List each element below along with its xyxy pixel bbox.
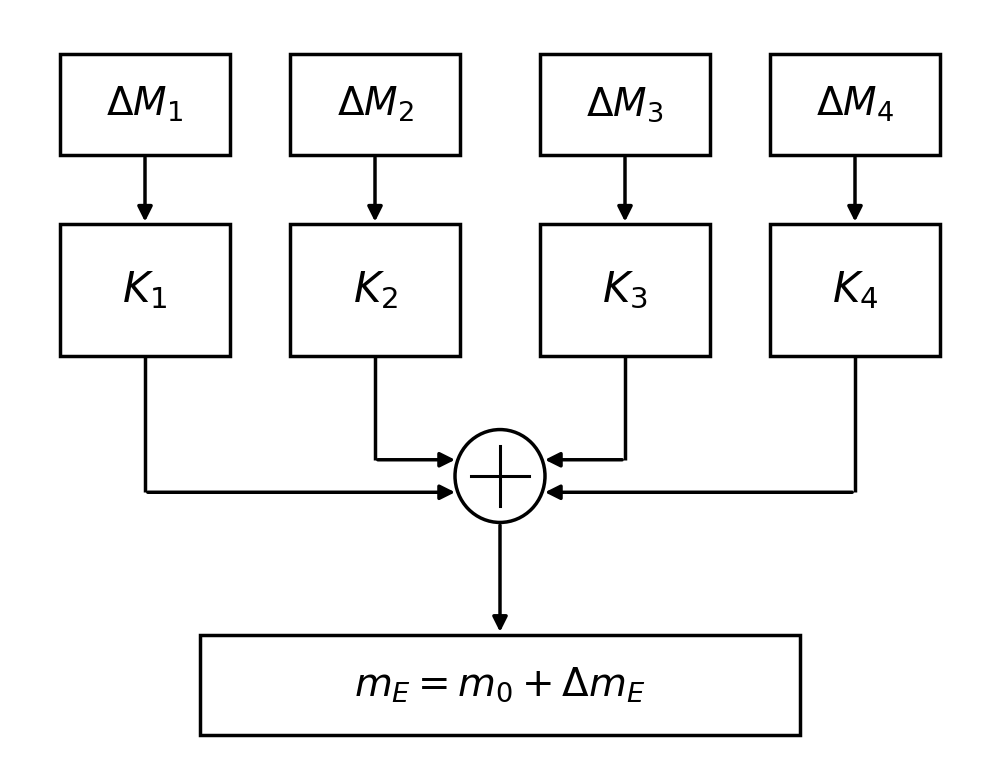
FancyBboxPatch shape xyxy=(540,224,710,356)
FancyBboxPatch shape xyxy=(540,54,710,155)
FancyBboxPatch shape xyxy=(200,635,800,735)
FancyBboxPatch shape xyxy=(60,224,230,356)
Ellipse shape xyxy=(455,430,545,522)
Text: $K_{3}$: $K_{3}$ xyxy=(602,269,648,311)
Text: $K_{4}$: $K_{4}$ xyxy=(832,269,878,311)
Text: $\Delta M_{2}$: $\Delta M_{2}$ xyxy=(337,85,413,124)
Text: $K_{2}$: $K_{2}$ xyxy=(353,269,397,311)
FancyBboxPatch shape xyxy=(290,54,460,155)
Text: $\Delta M_{4}$: $\Delta M_{4}$ xyxy=(816,85,894,124)
FancyBboxPatch shape xyxy=(60,54,230,155)
FancyBboxPatch shape xyxy=(290,224,460,356)
Text: $\Delta M_{3}$: $\Delta M_{3}$ xyxy=(586,85,664,124)
FancyBboxPatch shape xyxy=(770,224,940,356)
Text: $K_{1}$: $K_{1}$ xyxy=(122,269,168,311)
Text: $\Delta M_{1}$: $\Delta M_{1}$ xyxy=(106,85,184,124)
FancyBboxPatch shape xyxy=(770,54,940,155)
Text: $m_E = m_0 + \Delta m_E$: $m_E = m_0 + \Delta m_E$ xyxy=(354,666,646,704)
